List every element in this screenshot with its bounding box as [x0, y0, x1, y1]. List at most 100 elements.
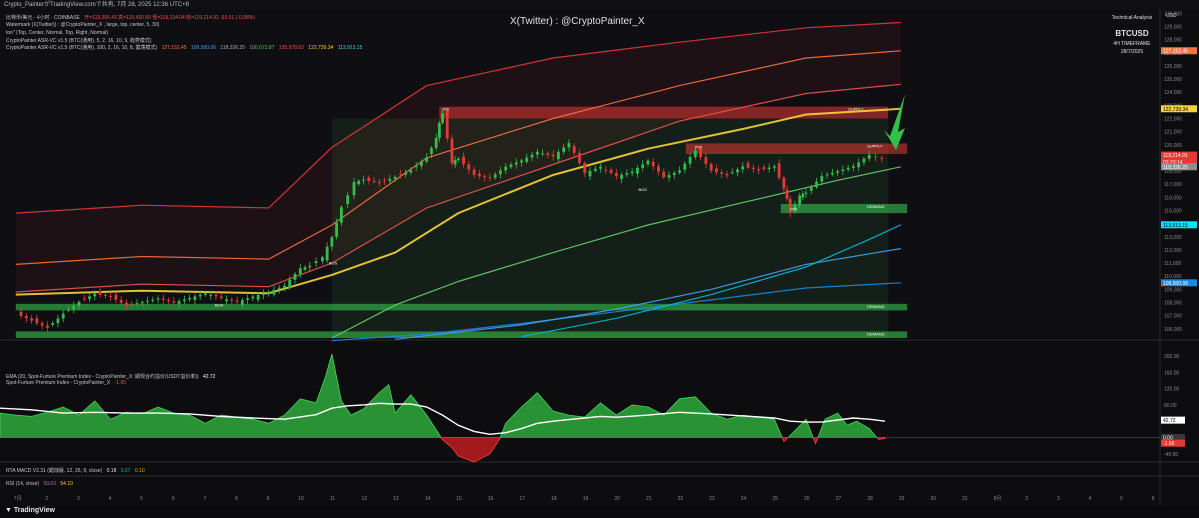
main-symbol: 比特币/美元 · 4小时 · COINBASE [6, 15, 80, 21]
candle-body [736, 169, 739, 173]
asr2-value: 100,673.87 [249, 45, 275, 51]
y-tick-label: 124,000 [1164, 90, 1182, 96]
candle-body [339, 207, 343, 223]
y-tick-label: 125,000 [1164, 77, 1182, 83]
indicator-tag [1161, 416, 1185, 424]
candle-body [715, 168, 718, 173]
x-tick-label: 26 [804, 496, 810, 502]
rsi-value: 59.03 [43, 481, 56, 487]
x-tick-label: 21 [646, 496, 652, 502]
candle-body [98, 290, 102, 295]
candle-body [193, 296, 197, 300]
candle-body [830, 172, 834, 175]
candle-body [177, 301, 181, 304]
macd-value: 0.10 [134, 468, 145, 474]
x-tick-label: 27 [836, 496, 842, 502]
candle-body [593, 168, 597, 171]
spi-value: -1.65 [114, 380, 127, 386]
x-tick-label: 5 [140, 496, 143, 502]
candle-body [857, 162, 861, 168]
candle-body [103, 294, 107, 296]
indicator-tag [1161, 439, 1185, 447]
analysis-box: Technical Analysis BTCUSD 4H TIMEFRAME 2… [1096, 14, 1168, 56]
candle-body [82, 298, 86, 300]
candle-body [235, 300, 239, 302]
candle-body [678, 170, 681, 173]
candle-body [741, 166, 745, 170]
candle-body [288, 279, 292, 289]
rsi-title: RSI (14, close) [6, 481, 40, 487]
candle-body [377, 181, 381, 183]
candle-body [620, 174, 624, 179]
candle-body [437, 122, 441, 139]
candle-body [388, 178, 392, 181]
candle-body [240, 300, 244, 306]
candle-body [414, 166, 418, 168]
marker-label: POI [443, 107, 450, 112]
candle-body [151, 299, 155, 301]
candle-body [667, 175, 671, 178]
candle-body [61, 313, 65, 319]
x-tick-label: 15 [456, 496, 462, 502]
y-tick-label: 113,000 [1164, 235, 1182, 241]
candle-body [672, 172, 676, 176]
candle-body [434, 137, 438, 148]
candle-body [777, 163, 781, 178]
x-tick-label: 18 [551, 496, 557, 502]
macd-title: RTA MACD V2.31 (蜡烛版, 12, 26, 9, close) [6, 468, 103, 474]
analysis-timeframe: 4H TIMEFRAME [1113, 41, 1151, 47]
tradingview-logo[interactable]: ▼ TradingView [5, 507, 55, 514]
candle-body [214, 294, 218, 297]
spi-legend: Spot-Furture Premium Index - CryptoPaint… [6, 380, 126, 386]
too-legend: too" (Top, Center, Normal, Top, Right, N… [6, 30, 108, 36]
candle-body [267, 291, 271, 294]
marker-label: POI [695, 145, 702, 150]
indicator-tick: 200.00 [1164, 354, 1180, 360]
candle-body [804, 192, 808, 194]
candle-body [874, 156, 877, 158]
arrow-icon [884, 94, 905, 150]
zone-label: SUPPLY [848, 107, 864, 112]
x-tick-label: 22 [678, 496, 684, 502]
price-tag [1161, 221, 1197, 229]
candle-body [599, 166, 602, 169]
x-tick-label: 14 [425, 496, 431, 502]
x-tick-label: 4 [109, 496, 112, 502]
x-tick-label: 29 [899, 496, 905, 502]
zone-label: DEMAND [867, 204, 884, 209]
zone-label: DEMAND [867, 331, 884, 336]
x-tick-label: 17 [520, 496, 526, 502]
price-chart[interactable]: SUPPLY SUPPLY DEMAND DEMAND DEMAND BOS BOS BOS P… [0, 10, 1199, 506]
asr2-value: 135,978.62 [278, 45, 304, 51]
y-tick-label: 115,000 [1164, 208, 1182, 214]
candle-body [772, 166, 776, 168]
candle-body [782, 177, 786, 189]
price-tag [1161, 47, 1197, 55]
marker-label: BOS [329, 260, 338, 265]
candle-body [325, 246, 329, 261]
candle-body [541, 153, 544, 155]
x-tick-label: 7 [203, 496, 206, 502]
rsi-legend: RSI (14, close) 59.03 54.10 [6, 481, 73, 487]
y-tick-label: 109,000 [1164, 287, 1182, 293]
candle-body [272, 289, 276, 295]
analysis-title: Technical Analysis [1111, 15, 1153, 21]
candle-body [362, 179, 365, 181]
candle-body [335, 222, 339, 237]
price-tag-text: 119,214.91 [1163, 153, 1188, 159]
y-tick-label: 122,000 [1164, 116, 1182, 122]
candle-body [188, 297, 192, 300]
zone-supply [439, 106, 889, 119]
candle-body [398, 173, 402, 175]
candle-body [30, 318, 34, 321]
y-tick-label: 106,000 [1164, 327, 1182, 333]
candle-body [535, 151, 539, 155]
candle-body [472, 169, 476, 176]
currency-label[interactable]: USD [1166, 13, 1177, 19]
candle-body [725, 173, 729, 176]
candle-body [509, 164, 513, 168]
candle-body [182, 299, 186, 302]
candle-body [56, 318, 60, 324]
y-tick-label: 110,000 [1164, 274, 1182, 280]
candle-body [156, 298, 160, 300]
